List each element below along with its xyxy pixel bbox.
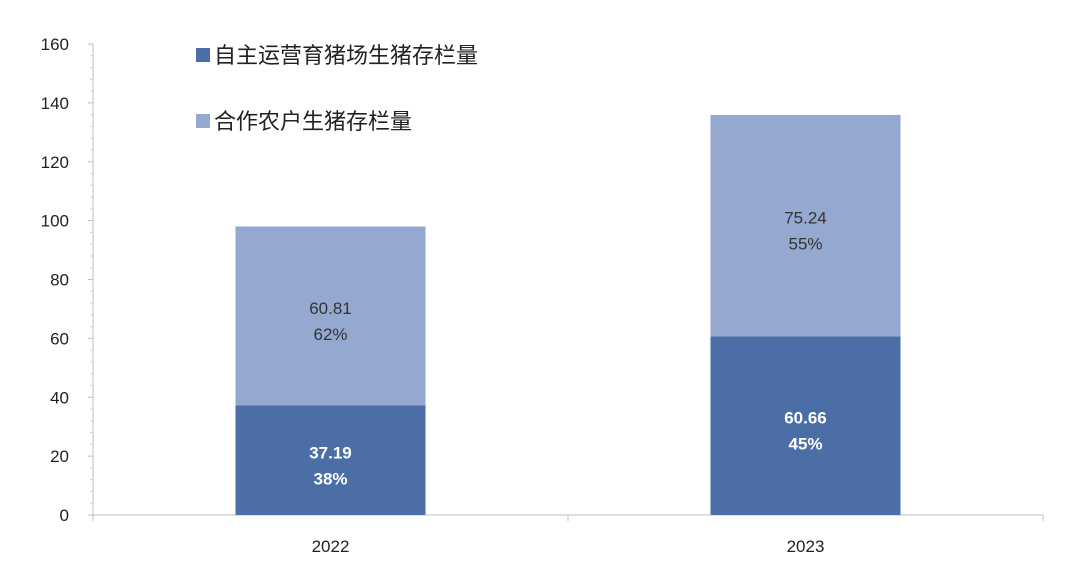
y-tick-label: 120 xyxy=(41,153,69,172)
bar-2023-series-2 xyxy=(710,114,901,337)
percent-label: 62% xyxy=(313,325,347,344)
value-label: 60.81 xyxy=(309,299,352,318)
x-category-label: 2023 xyxy=(787,537,825,556)
y-tick-label: 20 xyxy=(50,447,69,466)
value-label: 60.66 xyxy=(784,409,827,428)
legend-label: 自主运营育猪场生猪存栏量 xyxy=(214,44,478,69)
y-tick-label: 0 xyxy=(60,506,69,525)
y-tick-label: 160 xyxy=(41,35,69,54)
bar-2022-series-2 xyxy=(235,226,426,406)
data-labels: 37.19 38% 60.81 62% 60.66 45% 75.24 55% xyxy=(309,209,827,489)
y-tick-label: 40 xyxy=(50,388,69,407)
bars xyxy=(235,114,901,515)
bar-2022-series-1 xyxy=(235,405,426,515)
legend-swatch xyxy=(196,114,210,128)
value-label: 37.19 xyxy=(309,443,352,462)
y-tick-label: 100 xyxy=(41,212,69,231)
y-tick-label: 80 xyxy=(50,271,69,290)
legend-label: 合作农户生猪存栏量 xyxy=(214,110,412,135)
value-label: 75.24 xyxy=(784,209,827,228)
legend-swatch xyxy=(196,48,210,62)
percent-label: 45% xyxy=(788,435,822,454)
percent-label: 38% xyxy=(313,469,347,488)
percent-label: 55% xyxy=(788,235,822,254)
bar-2023-series-1 xyxy=(710,336,901,515)
x-category-label: 2022 xyxy=(312,537,350,556)
y-tick-label: 60 xyxy=(50,329,69,348)
y-tick-label: 140 xyxy=(41,94,69,113)
